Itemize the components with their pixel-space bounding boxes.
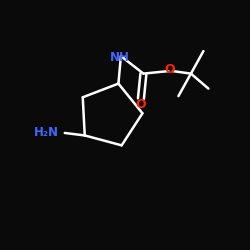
Text: O: O bbox=[164, 63, 175, 76]
Text: NH: NH bbox=[110, 50, 130, 64]
Text: O: O bbox=[136, 98, 146, 111]
Text: H₂N: H₂N bbox=[34, 126, 58, 140]
